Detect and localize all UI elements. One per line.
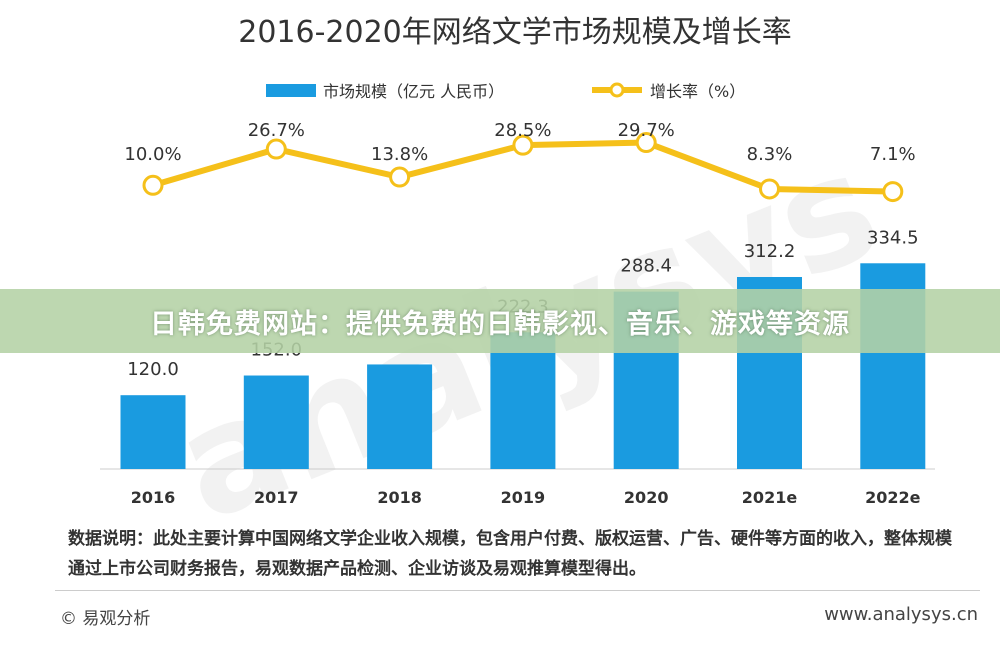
x-axis-labels: 2016 2017 2018 2019 2020 2021e 2022e: [131, 488, 921, 507]
growth-point-2019: [512, 134, 534, 156]
legend-line-label: 增长率（%）: [650, 82, 745, 101]
growth-label-2017: 26.7%: [248, 120, 305, 141]
bar-value-label-2020: 288.4: [620, 256, 672, 277]
x-tick-label-2020: 2020: [624, 488, 669, 507]
growth-label-2022e: 7.1%: [870, 144, 916, 165]
legend-bar-swatch: [266, 84, 316, 97]
bar-2016: [120, 395, 186, 469]
legend: 市场规模（亿元 人民币） 增长率（%）: [266, 82, 745, 101]
legend-bar-label: 市场规模（亿元 人民币）: [323, 82, 504, 101]
x-tick-label-2021e: 2021e: [742, 488, 798, 507]
x-tick-label-2018: 2018: [377, 488, 422, 507]
growth-label-2020: 29.7%: [618, 120, 675, 141]
bar-value-label-2016: 120.0: [127, 359, 179, 380]
footer-divider: [55, 590, 980, 591]
x-tick-label-2016: 2016: [131, 488, 176, 507]
growth-label-2019: 28.5%: [494, 120, 551, 141]
growth-point-2016: [142, 174, 164, 196]
bar-value-label-2022e: 334.5: [867, 227, 919, 248]
x-tick-label-2022e: 2022e: [865, 488, 921, 507]
promo-banner-text: 日韩免费网站：提供免费的日韩影视、音乐、游戏等资源: [150, 308, 850, 340]
growth-point-2017: [265, 138, 287, 160]
bar-2018: [367, 364, 433, 469]
bar-2017: [243, 375, 309, 469]
growth-label-2018: 13.8%: [371, 144, 428, 165]
bar-2019: [490, 332, 556, 469]
x-tick-label-2019: 2019: [501, 488, 546, 507]
growth-point-2018: [389, 166, 411, 188]
growth-point-2020: [635, 132, 657, 154]
x-tick-label-2017: 2017: [254, 488, 299, 507]
growth-point-2022e: [882, 181, 904, 203]
growth-line-series: 10.0% 26.7% 13.8% 28.5% 29.7% 8.3% 7.1%: [124, 120, 916, 203]
chart-title: 2016-2020年网络文学市场规模及增长率: [238, 15, 792, 50]
growth-label-2021e: 8.3%: [747, 144, 793, 165]
source-label: © 易观分析: [60, 609, 151, 629]
bar-value-label-2021e: 312.2: [744, 241, 796, 262]
growth-label-2016: 10.0%: [124, 144, 181, 165]
growth-point-2021e: [759, 178, 780, 200]
data-note: 数据说明：此处主要计算中国网络文学企业收入规模，包含用户付费、版权运营、广告、硬…: [68, 529, 952, 579]
website-label: www.analysys.cn: [824, 604, 978, 625]
legend-line-marker: [609, 82, 625, 98]
promo-banner: 日韩免费网站：提供免费的日韩影视、音乐、游戏等资源: [0, 289, 1000, 353]
